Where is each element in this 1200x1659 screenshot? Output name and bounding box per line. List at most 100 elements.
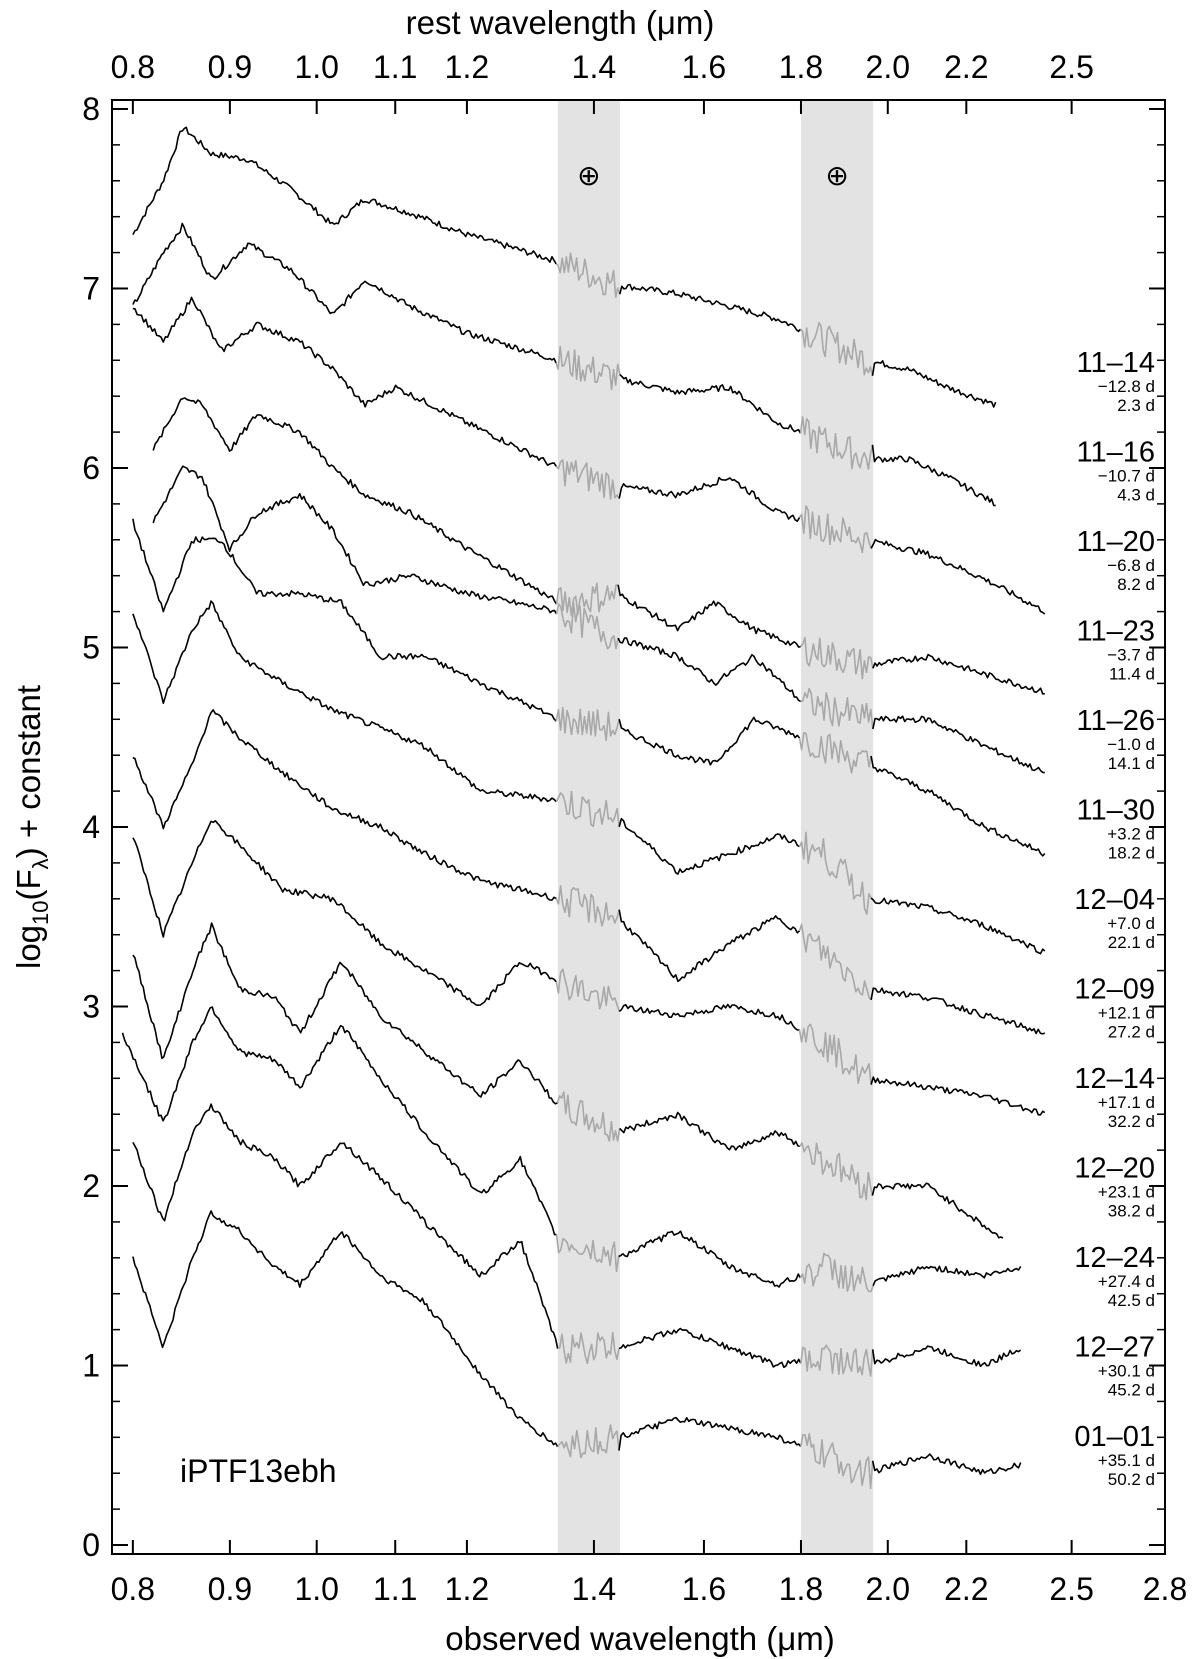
telluric-band-1 <box>557 100 620 1554</box>
y-tick-label: 6 <box>82 450 100 486</box>
series-age-label: 42.5 d <box>1108 1291 1155 1310</box>
y-tick-label: 1 <box>82 1348 100 1384</box>
spectrum-11–20-telluric <box>798 505 872 554</box>
series-age-label: 38.2 d <box>1108 1202 1155 1221</box>
spectrum-11–14 <box>871 360 997 408</box>
series-date-label: 11–20 <box>1077 526 1156 558</box>
y-axis-title-lambda: λ <box>28 858 53 869</box>
series-date-label: 11–14 <box>1077 347 1156 379</box>
telluric-bands: ⊕ ⊕ <box>557 100 874 1554</box>
series-age-label: 50.2 d <box>1108 1470 1155 1489</box>
x-tick-label: 1.0 <box>294 1571 338 1607</box>
spectrum-12–24-telluric <box>555 1234 620 1273</box>
spectrum-11–23-telluric <box>555 582 619 617</box>
spectrum-11–30 <box>618 716 801 766</box>
x-tick-label: 1.1 <box>373 1571 417 1607</box>
series-date-label: 12–04 <box>1074 884 1155 916</box>
series-labels: 11–14−12.8 d2.3 d11–16−10.7 d4.3 d11–20−… <box>1074 347 1155 1489</box>
spectrum-12–14 <box>870 1076 1046 1116</box>
spectrum-12–14 <box>618 1003 800 1031</box>
spectrum-11–20 <box>870 538 1046 615</box>
series-age-label: 27.2 d <box>1108 1023 1155 1042</box>
series-phase-label: +35.1 d <box>1098 1451 1155 1470</box>
spectrum-12–14-telluric <box>555 968 620 1012</box>
x2-tick-label: 1.0 <box>294 49 338 85</box>
y-tick-label: 0 <box>82 1527 100 1563</box>
spectrum-12–04-telluric <box>555 790 620 828</box>
series-age-label: 14.1 d <box>1108 754 1155 773</box>
series-date-label: 11–26 <box>1077 705 1156 737</box>
series-date-label: 12–27 <box>1074 1332 1155 1364</box>
spectrum-11–23 <box>152 397 558 605</box>
spectrum-11–30-telluric <box>555 706 620 742</box>
x2-tick-label: 2.0 <box>866 49 910 85</box>
series-phase-label: +12.1 d <box>1098 1004 1155 1023</box>
spectrum-11–23 <box>872 653 1045 695</box>
x-tick-label: 2.5 <box>1049 1571 1093 1607</box>
x2-tick-label: 1.8 <box>779 49 823 85</box>
spectrum-11–16-telluric <box>555 345 621 391</box>
x2-tick-label: 0.9 <box>208 49 252 85</box>
x-tick-label: 1.2 <box>445 1571 489 1607</box>
series-date-label: 12–09 <box>1074 974 1155 1006</box>
x2-tick-label: 1.6 <box>682 49 726 85</box>
x-axis-title: observed wavelength (μm) <box>445 1620 835 1657</box>
y-axis-title-main: log <box>10 925 47 969</box>
x-tick-label: 1.6 <box>682 1571 726 1607</box>
x-tick-label: 0.8 <box>111 1571 155 1607</box>
telluric-band-2 <box>800 100 874 1554</box>
spectrum-12–27 <box>871 1345 1022 1368</box>
spectrum-12–09-telluric <box>798 923 872 1001</box>
series-age-label: 8.2 d <box>1117 575 1155 594</box>
series-phase-label: −12.8 d <box>1098 377 1155 396</box>
spectrum-11–16 <box>619 373 802 434</box>
y-axis-title-sub: 10 <box>28 900 53 924</box>
x2-axis-title: rest wavelength (μm) <box>406 4 715 41</box>
x2-tick-label: 1.1 <box>373 49 417 85</box>
spectrum-12–24 <box>121 1006 557 1236</box>
spectrum-12–27 <box>132 1103 559 1349</box>
object-label: iPTF13ebh <box>180 1453 337 1489</box>
spectrum-12–14-telluric <box>798 1023 872 1085</box>
spectrum-11–20 <box>618 476 801 522</box>
y-tick-label: 8 <box>82 91 100 127</box>
y-axis-title-paren: (F <box>10 869 47 900</box>
series-phase-label: +17.1 d <box>1098 1093 1155 1112</box>
x-tick-label: 1.8 <box>779 1571 823 1607</box>
spectrum-12–20-telluric <box>799 1142 874 1201</box>
series-phase-label: +7.0 d <box>1107 914 1155 933</box>
spectrum-11–30-telluric <box>798 732 872 774</box>
spectrum-11–23 <box>617 584 801 648</box>
spectrum-11–26 <box>617 637 802 703</box>
y-axis-title: log10(Fλ) + constant <box>10 685 53 969</box>
x-tick-label: 2.2 <box>944 1571 988 1607</box>
spectrum-11–30 <box>132 518 557 722</box>
series-date-label: 01–01 <box>1074 1421 1155 1453</box>
series-date-label: 11–16 <box>1077 437 1156 469</box>
spectrum-12–09 <box>132 709 557 901</box>
spectrum-11–26-telluric <box>555 602 619 650</box>
spectrum-12–09-telluric <box>555 885 620 927</box>
spectrum-11–14-telluric <box>555 252 621 298</box>
spectrum-11–16 <box>132 222 557 364</box>
spectrum-11–20 <box>132 296 557 467</box>
spectrum-11–30 <box>870 755 1046 857</box>
spectrum-11–26 <box>152 465 558 615</box>
spectra-series <box>121 126 1046 1490</box>
spectrum-11–14-telluric <box>800 321 874 376</box>
x-tick-label: 2.8 <box>1143 1571 1187 1607</box>
spectrum-12–24 <box>872 1265 1022 1287</box>
y-axis-title-tail: ) + constant <box>10 685 47 858</box>
spectrum-12–04 <box>618 817 800 875</box>
x2-tick-label: 2.5 <box>1049 49 1093 85</box>
series-phase-label: +23.1 d <box>1098 1183 1155 1202</box>
x-tick-label: 1.4 <box>572 1571 616 1607</box>
x-tick-label: 2.0 <box>866 1571 910 1607</box>
x2-tick-label: 0.8 <box>111 49 155 85</box>
series-phase-label: −1.0 d <box>1107 735 1155 754</box>
spectrum-12–04 <box>132 600 557 803</box>
spectrum-12–14 <box>132 820 557 1006</box>
spectrum-11–26-telluric <box>800 687 874 730</box>
series-age-label: 18.2 d <box>1108 844 1155 863</box>
